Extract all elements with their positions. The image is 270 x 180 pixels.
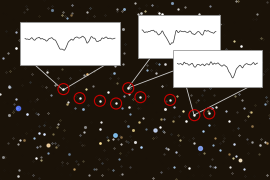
Bar	[138, 15, 220, 58]
Bar	[173, 50, 262, 87]
Bar	[20, 22, 120, 65]
